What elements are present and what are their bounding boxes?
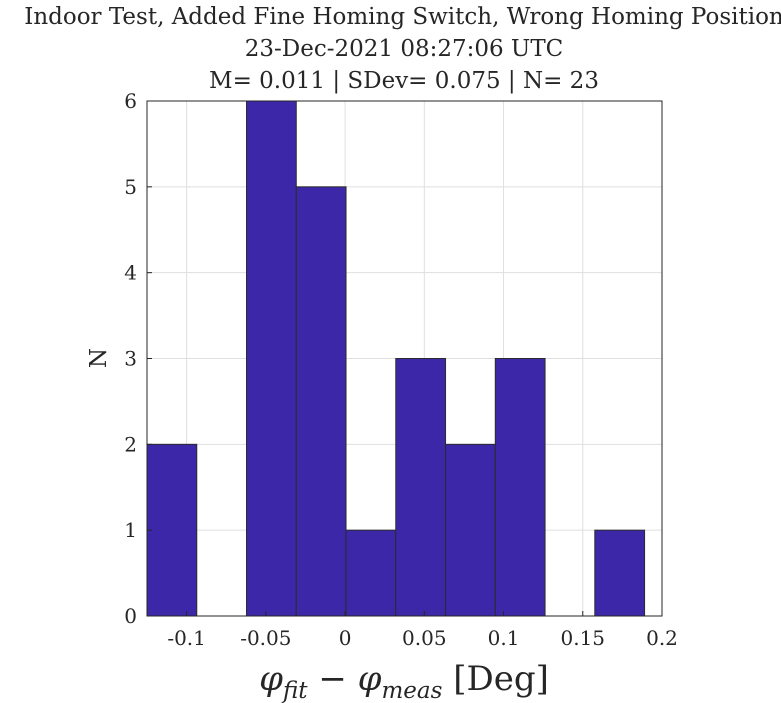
y-tick-label: 6 (124, 89, 137, 113)
y-tick-label: 5 (124, 175, 137, 199)
histogram-bar (445, 443, 496, 617)
y-tick-label: 4 (124, 261, 137, 285)
title-line-1: Indoor Test, Added Fine Homing Switch, W… (24, 4, 781, 30)
y-tick-labels: 0 1 2 3 4 5 6 (124, 89, 137, 628)
x-tick-label: 0.05 (402, 626, 447, 650)
histogram-bars (146, 100, 646, 617)
x-axis-label-sub-2: meas (381, 678, 442, 703)
x-tick-label: 0 (339, 626, 352, 650)
x-tick-label: 0.1 (488, 626, 520, 650)
x-tick-label: 0.15 (561, 626, 606, 650)
histogram-bar (395, 358, 447, 617)
x-axis-label-phi-2: φ (358, 659, 382, 699)
histogram-bar (494, 358, 546, 617)
y-tick-label: 2 (124, 432, 137, 456)
y-tick-label: 1 (124, 518, 137, 542)
y-tick-label: 3 (124, 347, 137, 371)
x-axis-label-phi-1: φ (259, 659, 283, 699)
histogram-bar (146, 443, 198, 617)
x-tick-labels: -0.1 -0.05 0 0.05 0.1 0.15 0.2 (167, 626, 678, 650)
axis-ticks (147, 100, 663, 617)
histogram-bar (295, 186, 347, 617)
x-axis-label-sub-1: fit (281, 678, 308, 703)
y-axis-label: N (86, 348, 112, 368)
x-axis-label-minus: − (308, 659, 358, 699)
title-line-2: 23-Dec-2021 08:27:06 UTC (245, 36, 564, 62)
histogram-bar (246, 100, 297, 617)
x-tick-label: -0.05 (240, 626, 291, 650)
histogram-bar (345, 529, 397, 617)
x-tick-label: -0.1 (167, 626, 206, 650)
x-tick-label: 0.2 (646, 626, 678, 650)
y-tick-label: 0 (124, 604, 137, 628)
histogram-bar (594, 529, 646, 617)
x-axis-label-unit: [Deg] (442, 659, 548, 699)
title-line-3: M= 0.011 | SDev= 0.075 | N= 23 (209, 68, 599, 94)
x-axis-label: φfit − φmeas [Deg] (259, 659, 549, 703)
chart-title: Indoor Test, Added Fine Homing Switch, W… (24, 4, 781, 94)
